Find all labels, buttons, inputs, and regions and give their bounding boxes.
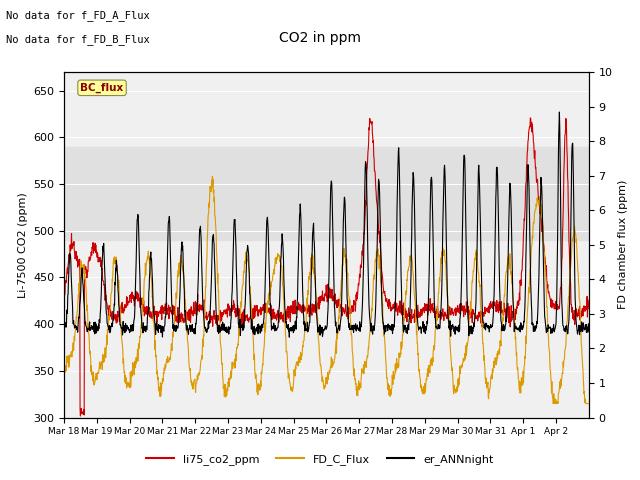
Y-axis label: FD chamber flux (ppm): FD chamber flux (ppm) <box>618 180 628 310</box>
Text: BC_flux: BC_flux <box>81 83 124 93</box>
Text: No data for f_FD_A_Flux: No data for f_FD_A_Flux <box>6 10 150 21</box>
Y-axis label: Li-7500 CO2 (ppm): Li-7500 CO2 (ppm) <box>17 192 28 298</box>
Text: CO2 in ppm: CO2 in ppm <box>279 31 361 45</box>
Legend: li75_co2_ppm, FD_C_Flux, er_ANNnight: li75_co2_ppm, FD_C_Flux, er_ANNnight <box>142 450 498 469</box>
Text: No data for f_FD_B_Flux: No data for f_FD_B_Flux <box>6 34 150 45</box>
Bar <box>64 147 589 240</box>
